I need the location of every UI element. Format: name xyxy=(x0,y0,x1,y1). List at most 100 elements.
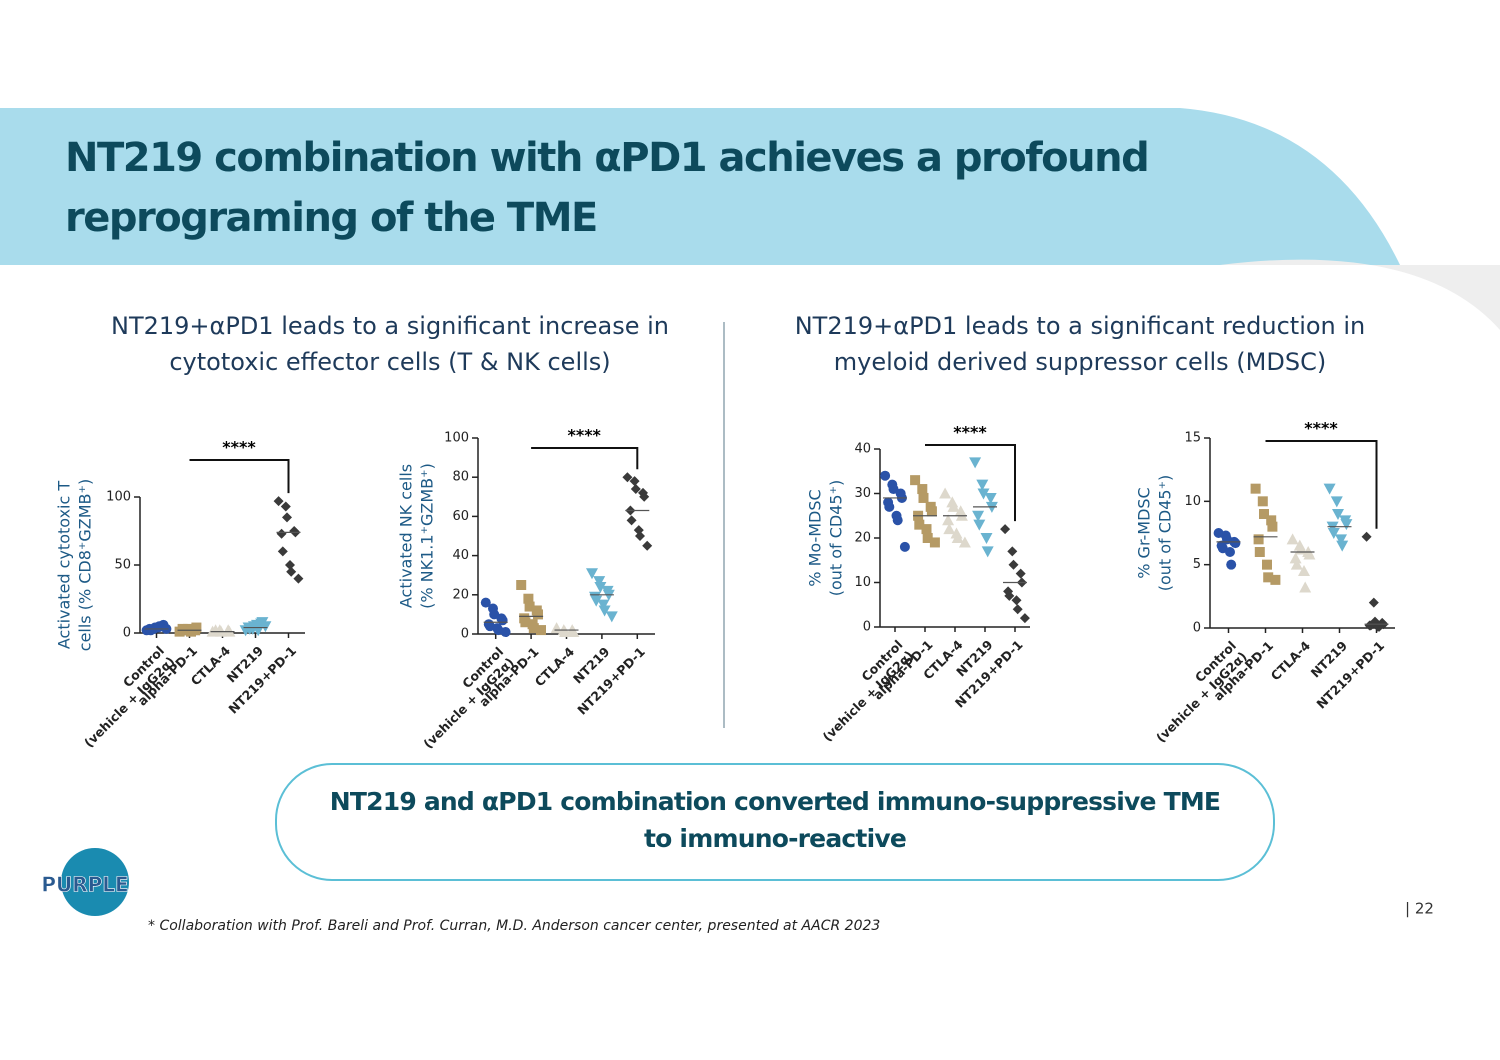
dot xyxy=(1012,604,1023,615)
heading: NT219+αPD1 leads to a significant increa… xyxy=(111,312,669,340)
dot xyxy=(1253,534,1264,545)
dot xyxy=(973,519,986,531)
dot xyxy=(1019,613,1030,624)
dot xyxy=(533,609,543,620)
title-line: NT219 combination with αPD1 achieves a p… xyxy=(65,135,1148,181)
dot xyxy=(520,617,531,628)
x-tick-label-line: (vehicle + IgG2α) xyxy=(1153,649,1250,746)
dot xyxy=(282,512,292,523)
callout-text: NT219 and αPD1 combination converted imm… xyxy=(330,787,1220,816)
dot xyxy=(1250,483,1261,494)
dot xyxy=(899,541,910,552)
significance-label: **** xyxy=(222,438,256,457)
dot xyxy=(1361,531,1372,542)
y-tick-label: 0 xyxy=(863,620,871,635)
heading: NT219+αPD1 leads to a significant reduct… xyxy=(795,312,1366,340)
dot xyxy=(273,496,284,507)
dot xyxy=(277,546,288,557)
dot xyxy=(977,488,990,500)
dot xyxy=(500,627,511,638)
dot xyxy=(1332,509,1344,520)
dot xyxy=(285,560,295,570)
y-axis-label-line: (out of CD45⁺) xyxy=(1156,475,1175,592)
dot xyxy=(1286,533,1299,545)
dot xyxy=(972,510,985,522)
dot xyxy=(1299,581,1312,593)
x-tick-label: CTLA-4 xyxy=(532,644,578,690)
significance-bracket xyxy=(189,459,290,494)
x-tick-label-line: CTLA-4 xyxy=(532,644,578,690)
dot xyxy=(209,624,222,636)
dot xyxy=(590,595,603,607)
dot xyxy=(1289,552,1302,564)
y-tick-label: 10 xyxy=(854,575,871,590)
dot xyxy=(1327,528,1340,539)
y-tick-label: 20 xyxy=(854,531,871,546)
y-tick-label: 0 xyxy=(123,626,131,641)
dot xyxy=(630,483,641,494)
dot xyxy=(622,472,633,483)
dot xyxy=(524,601,535,612)
dot xyxy=(917,484,928,495)
y-axis-label-line: % Mo-MDSC xyxy=(806,489,825,586)
x-tick-label: CTLA-4 xyxy=(1268,638,1314,684)
dot xyxy=(280,501,291,512)
dot xyxy=(918,492,929,503)
dot xyxy=(1365,620,1376,631)
dot xyxy=(942,514,955,526)
dot xyxy=(1259,509,1269,519)
y-tick-label: 5 xyxy=(1193,557,1201,572)
x-tick-label: Control(vehicle + IgG2α) xyxy=(1153,638,1250,746)
page-number: | 22 xyxy=(1405,900,1434,918)
y-tick-label: 40 xyxy=(854,442,871,457)
dot xyxy=(1290,558,1303,570)
y-axis-label: % Mo-MDSC (out of CD45⁺) xyxy=(806,480,846,597)
dot xyxy=(926,506,937,517)
dot xyxy=(1226,559,1237,570)
dot xyxy=(605,611,618,623)
x-tick-label-line: NT219+PD-1 xyxy=(1313,638,1387,712)
dot xyxy=(921,524,932,535)
header-swoosh xyxy=(1220,259,1500,330)
y-axis-label-line: Activated NK cells xyxy=(397,464,416,608)
x-tick-label: Control(vehicle + IgG2α) xyxy=(81,643,178,750)
dot xyxy=(243,623,256,635)
dot xyxy=(976,479,989,491)
dot xyxy=(635,531,645,541)
dot xyxy=(910,475,921,486)
y-axis-label: Activated NK cells (% NK1.1⁺GZMB⁺) xyxy=(397,463,437,609)
significance-label: **** xyxy=(1304,419,1338,438)
callout-box xyxy=(275,763,1275,881)
y-tick-label: 40 xyxy=(452,548,469,563)
y-tick-label: 10 xyxy=(1184,494,1201,509)
significance-bracket xyxy=(1265,440,1378,529)
dot xyxy=(594,581,607,593)
dot xyxy=(1225,547,1235,557)
y-tick-label: 15 xyxy=(1184,431,1201,446)
dot xyxy=(1015,568,1026,579)
dot xyxy=(586,568,598,580)
dot xyxy=(1000,524,1011,535)
dot xyxy=(597,599,610,611)
dot xyxy=(943,523,956,535)
dot xyxy=(980,533,993,544)
dot xyxy=(1263,572,1274,583)
dot xyxy=(523,593,534,604)
dot xyxy=(984,492,997,504)
logo: PURPLE xyxy=(41,873,128,897)
dot xyxy=(1011,595,1022,606)
y-axis-label-line: (out of CD45⁺) xyxy=(827,480,846,597)
x-tick-label: Control(vehicle + IgG2α) xyxy=(820,637,917,744)
significance-label: **** xyxy=(567,426,601,445)
significance-bracket xyxy=(531,447,639,470)
dot xyxy=(191,622,202,633)
dot xyxy=(1336,540,1349,552)
logo-circle xyxy=(61,848,129,916)
dot xyxy=(947,500,960,512)
y-tick-label: 0 xyxy=(1193,621,1201,636)
dot xyxy=(884,501,895,512)
dot xyxy=(1004,590,1015,601)
dot xyxy=(639,491,650,502)
dot xyxy=(1254,547,1265,557)
